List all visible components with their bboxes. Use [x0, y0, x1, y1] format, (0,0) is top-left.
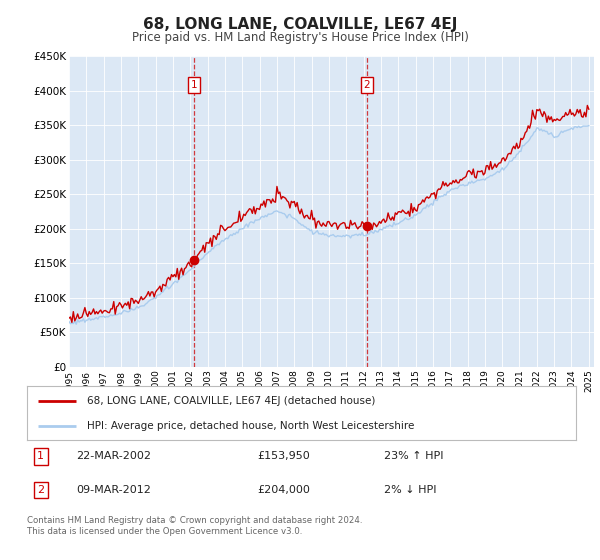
Text: £153,950: £153,950	[257, 451, 310, 461]
Text: £204,000: £204,000	[257, 485, 310, 495]
Text: 68, LONG LANE, COALVILLE, LE67 4EJ (detached house): 68, LONG LANE, COALVILLE, LE67 4EJ (deta…	[88, 396, 376, 407]
Text: HPI: Average price, detached house, North West Leicestershire: HPI: Average price, detached house, Nort…	[88, 421, 415, 431]
Text: 2: 2	[364, 80, 370, 90]
Text: 23% ↑ HPI: 23% ↑ HPI	[384, 451, 443, 461]
Text: Price paid vs. HM Land Registry's House Price Index (HPI): Price paid vs. HM Land Registry's House …	[131, 31, 469, 44]
Text: 2% ↓ HPI: 2% ↓ HPI	[384, 485, 436, 495]
Text: 1: 1	[37, 451, 44, 461]
Text: 22-MAR-2002: 22-MAR-2002	[76, 451, 151, 461]
Text: 68, LONG LANE, COALVILLE, LE67 4EJ: 68, LONG LANE, COALVILLE, LE67 4EJ	[143, 17, 457, 32]
Text: 2: 2	[37, 485, 44, 495]
Text: 1: 1	[191, 80, 197, 90]
Text: Contains HM Land Registry data © Crown copyright and database right 2024.
This d: Contains HM Land Registry data © Crown c…	[27, 516, 362, 536]
Text: 09-MAR-2012: 09-MAR-2012	[76, 485, 151, 495]
